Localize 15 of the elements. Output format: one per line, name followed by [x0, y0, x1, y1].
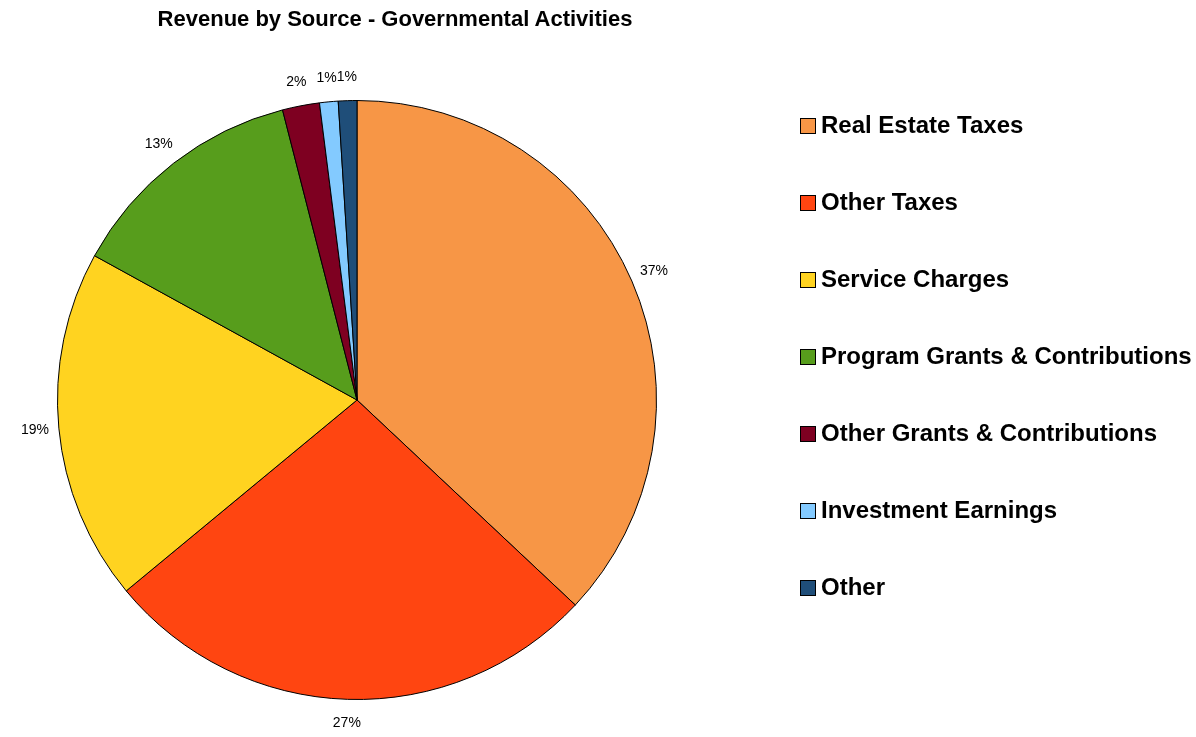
legend-label: Investment Earnings — [821, 495, 1058, 524]
legend-label: Real Estate Taxes — [821, 110, 1024, 139]
data-label: 37% — [639, 262, 668, 279]
data-label: 1% — [316, 68, 337, 85]
legend-label: Other Grants & Contributions — [821, 418, 1157, 447]
data-label: 1% — [336, 67, 357, 84]
data-label: 27% — [332, 714, 361, 731]
legend-label: Other — [821, 572, 886, 601]
data-label: 13% — [144, 135, 173, 152]
data-label: 2% — [286, 73, 307, 90]
legend-label: Other Taxes — [821, 187, 958, 216]
legend-label: Program Grants & Contributions — [821, 341, 1192, 370]
chart-title: Revenue by Source - Governmental Activities — [156, 6, 634, 32]
data-label: 19% — [20, 421, 49, 438]
legend-label: Service Charges — [821, 264, 1010, 293]
